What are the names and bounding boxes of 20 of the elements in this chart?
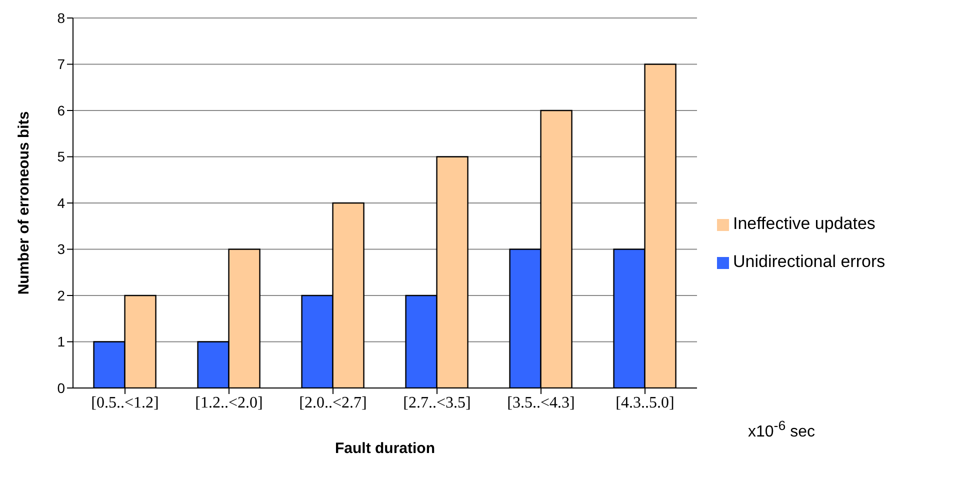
y-tick-label: 0 [57, 380, 66, 396]
legend-label: Ineffective updates [733, 214, 876, 233]
y-tick-label: 4 [57, 194, 66, 211]
x-tick-label: [1.2..<2.0] [195, 394, 263, 412]
x-tick-label: [0.5..<1.2] [91, 394, 159, 412]
y-axis-title: Number of erroneous bits [15, 111, 32, 295]
y-tick-label: 8 [57, 10, 66, 26]
x-axis-title: Fault duration [335, 440, 435, 457]
legend-label: Unidirectional errors [733, 252, 886, 271]
text: x10$^{-6}$ sec [748, 418, 815, 442]
y-tick-label: 5 [57, 148, 66, 165]
y-tick-label: 3 [57, 241, 66, 258]
y-tick-label: 2 [57, 287, 66, 304]
y-tick-label: 7 [57, 56, 66, 72]
x-tick-label: [3.5..<4.3] [507, 394, 575, 412]
y-tick-label: 6 [57, 102, 66, 118]
x-tick-label: [4.3..5.0] [616, 394, 674, 412]
y-tick-label: 1 [57, 334, 66, 350]
x-tick-label: [2.0..<2.7] [299, 394, 367, 412]
x-tick-label: [2.7..<3.5] [403, 394, 471, 412]
